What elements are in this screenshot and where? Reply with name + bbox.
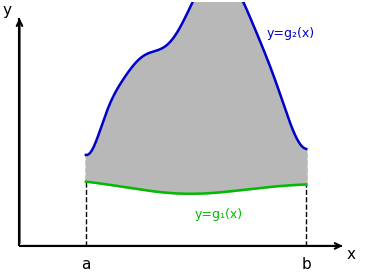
Text: a: a	[81, 257, 90, 272]
Text: x: x	[347, 247, 356, 263]
Text: y=g₁(x): y=g₁(x)	[195, 208, 243, 221]
Text: b: b	[301, 257, 311, 272]
Text: y: y	[3, 3, 12, 18]
Text: y=g₂(x): y=g₂(x)	[267, 27, 315, 40]
